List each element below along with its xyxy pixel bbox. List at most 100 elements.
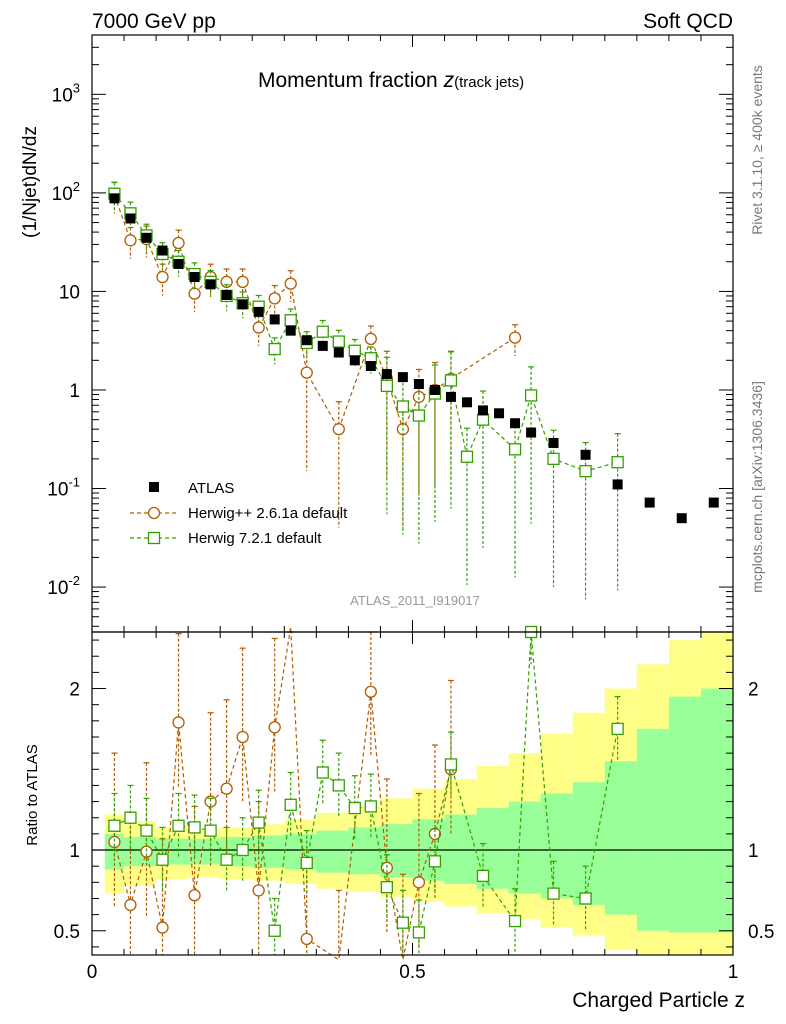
ratio-herwig7-point — [284, 798, 297, 811]
band-green-bin — [252, 835, 285, 868]
herwig7-point — [412, 409, 426, 422]
atlas-point — [526, 427, 537, 438]
herwigpp-point — [172, 236, 185, 250]
plot-title: Momentum fraction z(track jets) — [258, 69, 524, 92]
atlas-point — [494, 408, 505, 419]
ratio-y-tick-label: 1 — [69, 841, 80, 862]
atlas-point — [221, 289, 232, 300]
ratio-herwig7-point — [172, 819, 185, 832]
ratio-herwig7-point — [204, 824, 217, 837]
y-tick-label-exponent: -1 — [68, 475, 80, 490]
header-right: Soft QCD — [643, 10, 733, 33]
ratio-herwig7-point — [611, 722, 624, 736]
ratio-herwig7-point — [252, 816, 265, 829]
band-green-bin — [348, 827, 381, 875]
atlas-point — [429, 384, 440, 395]
ratio-herwig7-point — [188, 821, 201, 834]
atlas-point — [676, 513, 687, 524]
atlas-point — [612, 479, 623, 490]
herwigpp-point — [284, 277, 297, 290]
x-axis-label: Charged Particle z — [572, 989, 745, 1012]
herwig7-point — [476, 413, 490, 426]
atlas-point — [580, 449, 591, 460]
band-green-bin — [540, 793, 573, 899]
herwig7-point — [348, 344, 361, 357]
ratio-herwig7-point — [428, 855, 442, 868]
herwig7-point — [508, 443, 522, 456]
herwigpp-point — [236, 275, 249, 289]
ratio-y-tick-label: 2 — [69, 680, 80, 701]
ratio-herwigpp-line — [113, 627, 452, 961]
x-tick-label: 1 — [728, 962, 739, 983]
legend-marker-herwigpp — [147, 506, 161, 520]
top-series-layer — [108, 181, 719, 600]
uncertainty-bands — [92, 632, 733, 955]
atlas-point — [173, 258, 184, 269]
band-green-bin — [316, 830, 349, 873]
herwigpp-point — [300, 366, 313, 379]
ratio-herwig7-point — [140, 824, 153, 837]
band-green-bin — [604, 761, 637, 915]
y-tick-label-base: 10 — [52, 184, 73, 205]
ratio-y-tick-label-right: 0.5 — [748, 922, 774, 943]
atlas-point — [269, 314, 280, 325]
y-tick-label-exponent: 3 — [73, 80, 80, 95]
atlas-point — [109, 193, 120, 204]
ratio-herwigpp-point — [412, 876, 426, 889]
side-label-reference: mcplots.cern.ch [arXiv:1306.3436] — [749, 381, 765, 593]
x-tick-label: 0.5 — [399, 962, 425, 983]
band-green-bin — [508, 801, 541, 894]
herwig7-point — [524, 389, 538, 402]
y-tick-label-exponent: -2 — [68, 573, 80, 588]
y-tick-label: 103 — [52, 80, 80, 106]
ratio-y-tick-label-right: 2 — [748, 680, 759, 701]
atlas-point — [365, 361, 376, 372]
legend-marker-atlas — [149, 482, 159, 492]
ratio-herwig7-point — [332, 779, 345, 792]
atlas-point — [285, 325, 296, 336]
herwigpp-point — [188, 287, 201, 300]
ratio-y-tick-label-right: 1 — [748, 841, 759, 862]
y-tick-label-base: 10 — [59, 282, 80, 303]
ratio-herwig7-point — [476, 869, 490, 883]
y-tick-label-exponent: 2 — [73, 179, 80, 194]
ratio-herwig7-point — [316, 766, 329, 779]
band-green-bin — [188, 838, 221, 865]
ratio-herwig7-point — [220, 853, 233, 866]
herwig7-point — [380, 379, 394, 393]
herwigpp-point — [508, 331, 522, 344]
ratio-herwigpp-point — [220, 782, 233, 795]
herwig7-point — [547, 452, 560, 466]
band-green-bin — [572, 782, 605, 905]
atlas-point — [253, 306, 264, 317]
herwig7-point — [444, 374, 458, 387]
ratio-herwigpp-point — [188, 889, 201, 902]
legend-label-herwigpp: Herwig++ 2.6.1a default — [188, 505, 348, 522]
band-green-bin — [700, 688, 733, 933]
ratio-herwig7-point — [156, 853, 169, 866]
herwigpp-point — [124, 234, 137, 247]
ratio-herwigpp-point — [300, 932, 313, 945]
ratio-herwigpp-point — [252, 884, 265, 897]
atlas-point — [708, 497, 719, 508]
y-tick-label: 10-1 — [47, 475, 80, 501]
ratio-herwig7-line — [114, 631, 619, 934]
y-axis-label-ratio: Ratio to ATLAS — [24, 744, 41, 845]
atlas-point — [317, 340, 328, 351]
herwig7-line — [113, 193, 618, 472]
herwigpp-point — [332, 423, 345, 436]
herwig7-point — [284, 314, 297, 327]
atlas-point — [141, 232, 152, 243]
ratio-herwig7-point — [508, 914, 522, 928]
ratio-herwig7-point — [547, 887, 560, 900]
atlas-point — [445, 391, 456, 402]
atlas-point — [349, 355, 360, 366]
legend-label-atlas: ATLAS — [188, 480, 234, 497]
plot-title-main: Momentum fraction — [258, 69, 444, 92]
atlas-point — [510, 418, 521, 429]
atlas-point — [125, 213, 136, 224]
herwigpp-point — [364, 332, 377, 346]
atlas-point — [237, 299, 248, 310]
side-label-rivet: Rivet 3.1.10, ≥ 400k events — [749, 65, 765, 235]
